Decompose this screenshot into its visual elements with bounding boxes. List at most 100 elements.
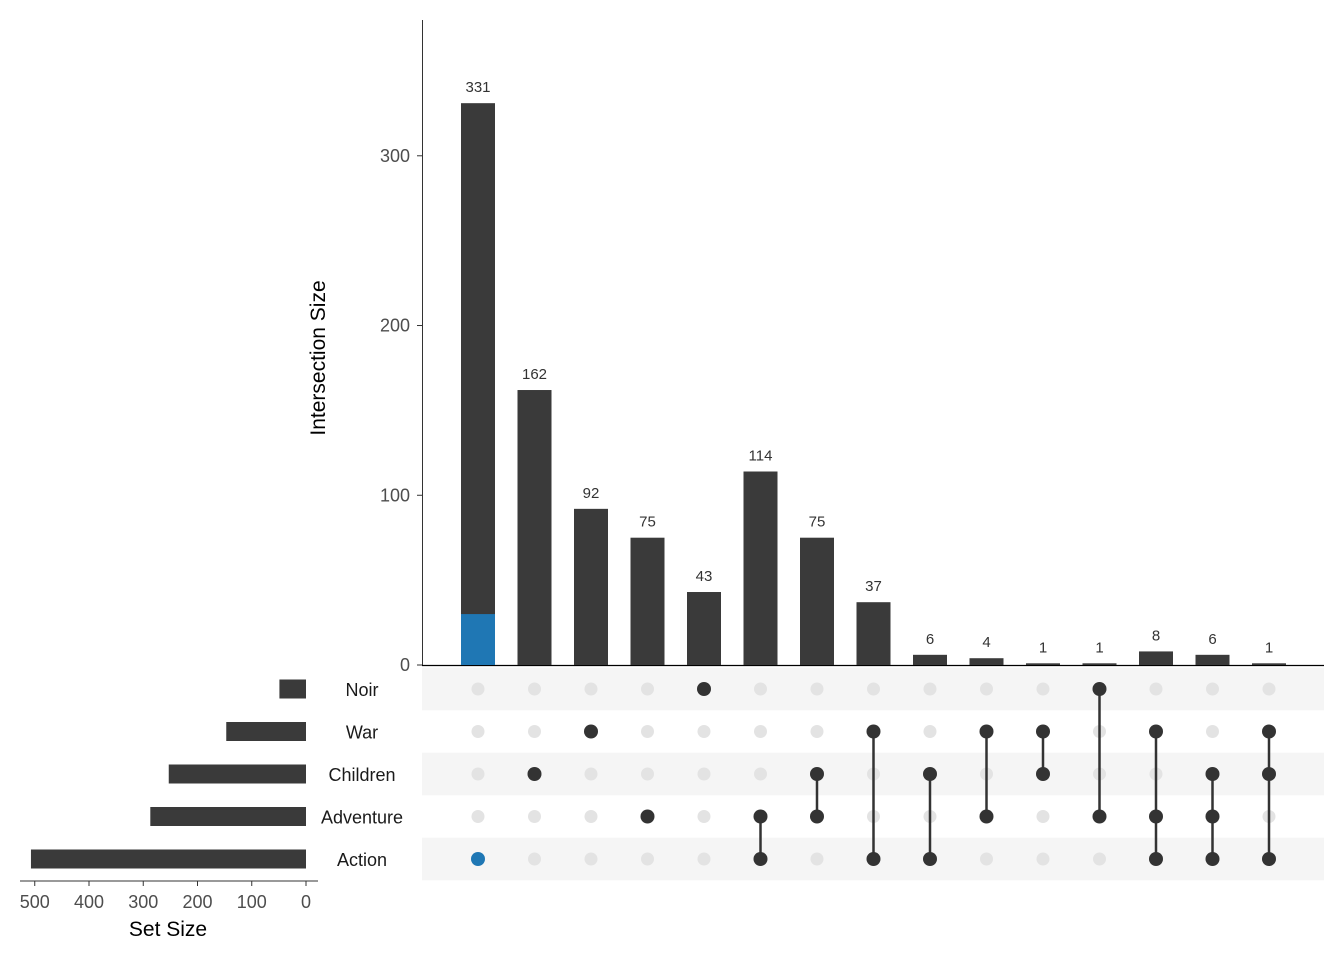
matrix-dot-active <box>866 852 881 866</box>
matrix-dot-active <box>584 724 598 739</box>
intersection-bar <box>574 508 608 665</box>
matrix-dot-inactive <box>528 725 541 738</box>
intersection-bar <box>856 602 891 665</box>
set-size-bar-action <box>30 849 306 869</box>
matrix-dot-active <box>810 809 824 824</box>
matrix-dot-active <box>471 852 485 866</box>
set-size-bar-war <box>226 722 306 741</box>
matrix-dot-inactive <box>1036 810 1050 823</box>
matrix-dot-active <box>810 767 824 781</box>
intersection-y-axis-title: Intersection Size <box>307 280 330 435</box>
intersection-bar <box>1252 663 1286 665</box>
matrix-dot-active <box>753 809 768 824</box>
set-label-noir: Noir <box>345 680 378 700</box>
matrix-dot-active <box>866 724 881 739</box>
set-size-bar-noir <box>279 679 306 699</box>
matrix-dot-inactive <box>1206 682 1219 696</box>
matrix-dot-active <box>1149 724 1163 739</box>
matrix-dot-inactive <box>810 725 824 738</box>
intersection-bar-label: 92 <box>583 485 600 502</box>
intersection-y-tick-label: 0 <box>400 655 410 675</box>
intersection-bar-label: 8 <box>1152 627 1160 644</box>
matrix-dot-inactive <box>471 767 485 781</box>
matrix-dot-inactive <box>867 682 880 696</box>
intersection-bar-label: 162 <box>522 366 547 383</box>
intersection-bar <box>630 537 665 665</box>
matrix-dot-active <box>923 852 937 866</box>
matrix-dot-inactive <box>584 682 598 696</box>
intersection-bar <box>1026 663 1060 665</box>
matrix-dot-inactive <box>1093 852 1106 866</box>
matrix-dot-active <box>1092 809 1107 824</box>
intersection-bar <box>687 592 721 665</box>
intersection-y-tick-label: 200 <box>380 316 410 336</box>
set-size-tick-label: 200 <box>182 892 212 912</box>
matrix-dot-inactive <box>528 810 541 823</box>
intersection-bar-label: 75 <box>639 514 656 531</box>
matrix-dot-inactive <box>584 852 598 866</box>
matrix-dot-inactive <box>810 682 824 696</box>
matrix-dot-inactive <box>923 682 937 696</box>
set-size-axis-title: Set Size <box>129 918 207 941</box>
matrix-dot-inactive <box>584 767 598 781</box>
matrix-dot-inactive <box>641 852 654 866</box>
intersection-y-tick-label: 300 <box>380 146 410 166</box>
matrix-dot-active <box>753 852 768 866</box>
matrix-dot-inactive <box>810 852 824 866</box>
matrix-dot-active <box>923 767 937 781</box>
intersection-bar <box>913 654 947 665</box>
intersection-bar-label: 75 <box>809 514 826 531</box>
matrix-dot-inactive <box>697 852 711 866</box>
intersection-bar <box>461 103 495 666</box>
set-label-children: Children <box>328 765 395 785</box>
intersection-bar-label: 43 <box>696 568 713 585</box>
set-size-tick-label: 0 <box>301 892 311 912</box>
matrix-dot-inactive <box>1206 725 1219 738</box>
matrix-dot-active <box>527 767 542 781</box>
matrix-dot-active <box>1205 852 1220 866</box>
set-label-war: War <box>346 723 378 743</box>
matrix-dot-active <box>1036 767 1050 781</box>
matrix-dot-inactive <box>754 682 767 696</box>
matrix-dot-inactive <box>1036 852 1050 866</box>
intersection-bar <box>1195 654 1230 665</box>
matrix-dot-inactive <box>641 725 654 738</box>
matrix-dot-inactive <box>471 810 485 823</box>
set-size-bar-children <box>168 764 306 784</box>
matrix-dot-inactive <box>1149 682 1163 696</box>
intersection-bar <box>743 471 778 665</box>
intersection-bar-label: 331 <box>465 79 490 96</box>
intersection-bar <box>517 390 552 665</box>
intersection-bar-label: 37 <box>865 578 882 595</box>
matrix-dot-inactive <box>528 682 541 696</box>
set-label-action: Action <box>337 850 387 870</box>
intersection-bar <box>969 658 1004 665</box>
matrix-dot-active <box>697 682 711 696</box>
intersection-bar <box>1082 663 1117 665</box>
set-size-tick-label: 100 <box>237 892 267 912</box>
matrix-dot-inactive <box>641 682 654 696</box>
intersection-bar-label: 1 <box>1095 639 1103 656</box>
matrix-dot-inactive <box>1262 682 1276 696</box>
intersection-bar-label: 6 <box>926 631 934 648</box>
matrix-dot-inactive <box>584 810 598 823</box>
matrix-dot-active <box>979 809 994 824</box>
matrix-dot-inactive <box>528 852 541 866</box>
intersection-bar-highlight <box>461 614 495 665</box>
matrix-dot-inactive <box>697 725 711 738</box>
matrix-dot-active <box>979 724 994 739</box>
set-size-bar-adventure <box>150 807 306 826</box>
matrix-dot-active <box>1149 809 1163 824</box>
matrix-dot-active <box>1205 809 1220 824</box>
intersection-bar-label: 6 <box>1208 631 1216 648</box>
matrix-dot-active <box>1036 724 1050 739</box>
intersection-bar-label: 4 <box>982 634 990 651</box>
intersection-bar-label: 1 <box>1265 639 1273 656</box>
matrix-dot-inactive <box>471 682 485 696</box>
intersection-bar <box>800 537 834 665</box>
matrix-dot-inactive <box>980 682 993 696</box>
intersection-bar <box>1139 651 1173 665</box>
matrix-dot-inactive <box>980 852 993 866</box>
